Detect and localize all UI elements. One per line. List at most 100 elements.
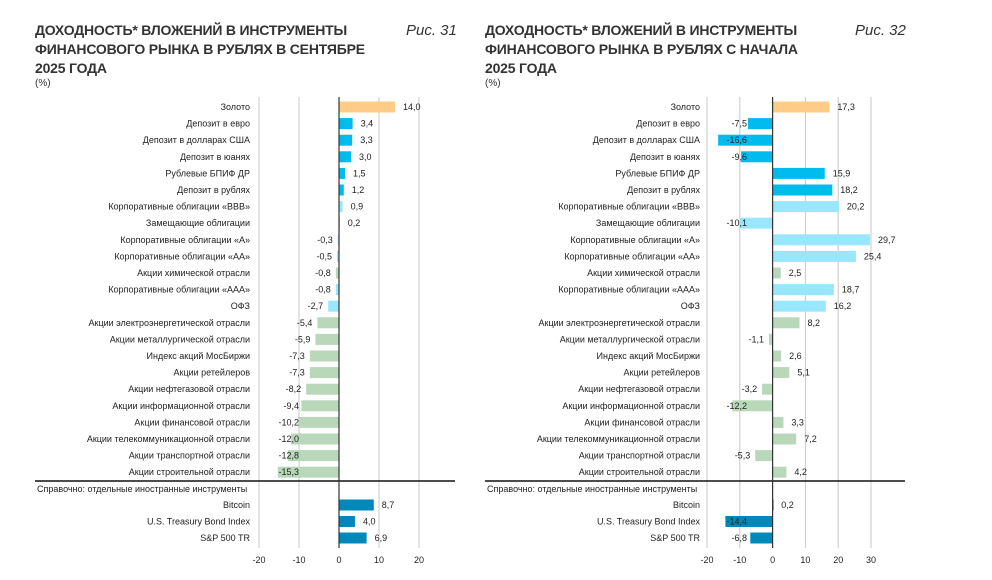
category-label: Акции нефтегазовой отрасли bbox=[128, 384, 250, 394]
data-label: -2,7 bbox=[308, 301, 324, 311]
bar bbox=[317, 317, 339, 329]
data-label: 3,3 bbox=[360, 135, 373, 145]
data-label: 2,6 bbox=[789, 351, 802, 361]
bar bbox=[772, 234, 871, 246]
category-label: S&P 500 TR bbox=[650, 533, 700, 543]
bar bbox=[772, 167, 825, 179]
bar bbox=[309, 367, 339, 379]
data-label: 25,4 bbox=[864, 251, 882, 261]
x-tick-label: 0 bbox=[770, 555, 775, 565]
title-line: ДОХОДНОСТЬ* ВЛОЖЕНИЙ В ИНСТРУМЕНТЫ bbox=[35, 22, 348, 38]
category-label: S&P 500 TR bbox=[200, 533, 250, 543]
title-line: 2025 ГОДА bbox=[485, 60, 557, 76]
data-label: 4,0 bbox=[363, 517, 376, 527]
bar bbox=[718, 134, 773, 146]
bar bbox=[335, 267, 339, 279]
category-label: Акции финансовой отрасли bbox=[134, 417, 250, 427]
category-label: Bitcoin bbox=[223, 500, 250, 510]
data-label: 2,5 bbox=[789, 268, 802, 278]
bar bbox=[339, 167, 345, 179]
bar bbox=[339, 532, 367, 544]
category-label: Корпоративные облигации «АА» bbox=[114, 251, 250, 261]
category-label: Депозит в евро bbox=[636, 119, 700, 129]
data-label: 7,2 bbox=[804, 434, 817, 444]
bar bbox=[772, 416, 784, 428]
category-label: Акции металлургической отрасли bbox=[560, 334, 700, 344]
data-label: -15,3 bbox=[278, 467, 299, 477]
x-tick-label: 20 bbox=[414, 555, 424, 565]
x-tick-label: 10 bbox=[800, 555, 810, 565]
bar bbox=[337, 250, 339, 262]
category-label: ОФЗ bbox=[231, 301, 250, 311]
category-label: Корпоративные облигации «А» bbox=[570, 235, 700, 245]
bar bbox=[772, 350, 782, 362]
bar bbox=[339, 101, 395, 113]
data-label: -6,8 bbox=[731, 533, 747, 543]
category-label: Корпоративные облигации «ААА» bbox=[108, 285, 250, 295]
bar bbox=[339, 151, 351, 163]
category-label: Акции транспортной отрасли bbox=[579, 451, 700, 461]
data-label: 5,1 bbox=[797, 368, 810, 378]
bar bbox=[306, 383, 339, 395]
data-label: -5,9 bbox=[295, 334, 311, 344]
category-label: Индекс акций МосБиржи bbox=[597, 351, 700, 361]
data-label: 17,3 bbox=[837, 102, 855, 112]
data-label: 4,2 bbox=[794, 467, 807, 477]
x-tick-label: -20 bbox=[252, 555, 265, 565]
chart-title-right: ДОХОДНОСТЬ* ВЛОЖЕНИЙ В ИНСТРУМЕНТЫ ФИНАН… bbox=[485, 21, 798, 78]
title-line: 2025 ГОДА bbox=[35, 60, 107, 76]
bar bbox=[339, 516, 355, 527]
bar bbox=[309, 350, 339, 362]
category-label: Акции информационной отрасли bbox=[112, 401, 250, 411]
title-line: ФИНАНСОВОГО РЫНКА В РУБЛЯХ В СЕНТЯБРЕ bbox=[35, 41, 365, 57]
bar bbox=[755, 450, 773, 462]
data-label: 1,2 bbox=[352, 185, 365, 195]
data-label: 0,9 bbox=[351, 202, 364, 212]
x-tick-label: -20 bbox=[700, 555, 713, 565]
category-label: Корпоративные облигации «А» bbox=[120, 235, 250, 245]
data-label: -14,4 bbox=[726, 517, 747, 527]
category-label: Депозит в рублях bbox=[627, 185, 700, 195]
category-label: Корпоративные облигации «АА» bbox=[564, 251, 700, 261]
category-label: Акции строительной отрасли bbox=[129, 467, 250, 477]
x-tick-label: 10 bbox=[374, 555, 384, 565]
data-label: -9,4 bbox=[283, 401, 299, 411]
x-tick-label: -10 bbox=[292, 555, 305, 565]
data-label: -7,3 bbox=[289, 351, 305, 361]
category-label: Акции металлургической отрасли bbox=[110, 334, 250, 344]
category-label: Рублевые БПИФ ДР bbox=[165, 168, 250, 178]
data-label: 8,2 bbox=[807, 318, 820, 328]
category-label: Акции ретейлеров bbox=[624, 368, 701, 378]
category-label: Корпоративные облигации «ААА» bbox=[558, 285, 700, 295]
reference-section-label: Справочно: отдельные иностранные инструм… bbox=[487, 484, 697, 494]
bar bbox=[298, 416, 339, 428]
title-line: ДОХОДНОСТЬ* ВЛОЖЕНИЙ В ИНСТРУМЕНТЫ bbox=[485, 22, 798, 38]
bar bbox=[748, 118, 773, 130]
chart-title-left: ДОХОДНОСТЬ* ВЛОЖЕНИЙ В ИНСТРУМЕНТЫ ФИНАН… bbox=[35, 21, 365, 78]
data-label: -0,5 bbox=[316, 251, 332, 261]
data-label: 1,5 bbox=[353, 168, 366, 178]
category-label: Замещающие облигации bbox=[146, 218, 250, 228]
category-label: U.S. Treasury Bond Index bbox=[147, 517, 251, 527]
unit-label-right: (%) bbox=[485, 78, 501, 89]
bar bbox=[315, 333, 339, 345]
bar bbox=[277, 466, 339, 478]
category-label: Акции телекоммуникационной отрасли bbox=[87, 434, 250, 444]
bar bbox=[339, 201, 343, 213]
data-label: -16,6 bbox=[726, 135, 747, 145]
category-label: Акции электроэнергетической отрасли bbox=[539, 318, 700, 328]
data-label: 0,2 bbox=[781, 500, 794, 510]
data-label: -9,6 bbox=[731, 152, 747, 162]
data-label: -5,3 bbox=[735, 451, 751, 461]
data-label: 29,7 bbox=[878, 235, 896, 245]
category-label: Акции ретейлеров bbox=[174, 368, 251, 378]
category-label: Акции нефтегазовой отрасли bbox=[578, 384, 700, 394]
x-tick-label: 0 bbox=[336, 555, 341, 565]
bar bbox=[739, 217, 773, 229]
category-label: ОФЗ bbox=[681, 301, 700, 311]
figure-number-left: Рис. 31 bbox=[406, 22, 457, 39]
bar bbox=[339, 118, 353, 130]
bar bbox=[732, 400, 773, 412]
category-label: Акции телекоммуникационной отрасли bbox=[537, 434, 700, 444]
bar bbox=[291, 433, 339, 445]
